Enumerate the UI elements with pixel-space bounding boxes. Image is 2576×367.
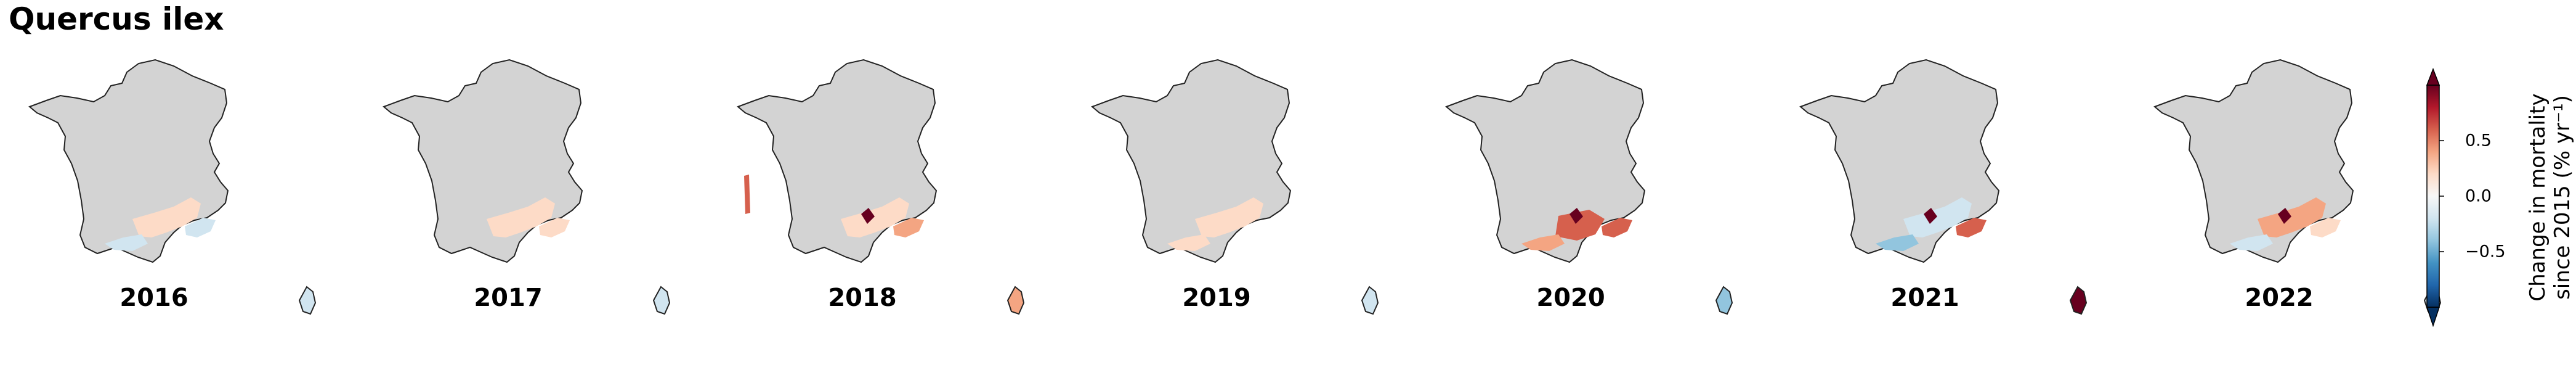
year-label-2018: 2018 — [828, 284, 897, 312]
map-panel-2019 — [1075, 59, 1383, 318]
france-map — [1091, 59, 1379, 315]
mortality-region — [1956, 218, 1987, 237]
map-panel-2017 — [367, 59, 674, 318]
mortality-region — [487, 197, 555, 237]
mortality-region — [861, 208, 875, 224]
mortality-region — [1195, 197, 1263, 237]
mortality-region — [1903, 197, 1972, 237]
mortality-region — [539, 218, 570, 237]
year-label-2017: 2017 — [474, 284, 543, 312]
year-label-2019: 2019 — [1182, 284, 1251, 312]
colorbar-bar — [2426, 67, 2444, 328]
mortality-region — [1602, 218, 1632, 237]
mortality-region — [893, 218, 924, 237]
france-map — [737, 59, 1025, 315]
mainland-france — [1091, 59, 1292, 263]
mortality-region — [2278, 208, 2291, 224]
mortality-region — [185, 218, 216, 237]
colorbar: 0.5 0.0 −0.5 — [2421, 67, 2576, 328]
mortality-region — [2310, 218, 2341, 237]
mortality-region — [105, 234, 148, 251]
year-label-2022: 2022 — [2245, 284, 2314, 312]
mortality-region — [841, 197, 909, 237]
corsica — [652, 286, 671, 315]
colorbar-label-line2: since 2015 (% yr⁻¹) — [2550, 95, 2575, 300]
map-panel-2021 — [1783, 59, 2091, 318]
mortality-region — [1569, 208, 1583, 224]
france-map — [1799, 59, 2088, 315]
colorbar-tick-label: 0.5 — [2465, 131, 2492, 151]
mortality-region — [2258, 197, 2326, 237]
mortality-region — [1555, 210, 1605, 241]
map-panel-2022 — [2137, 59, 2445, 318]
colorbar-label-line1: Change in mortality — [2525, 93, 2550, 302]
france-map — [1445, 59, 1733, 315]
corsica — [2069, 286, 2088, 315]
map-panel-2020 — [1429, 59, 1737, 318]
corsica — [1007, 286, 1025, 315]
mortality-region — [1167, 234, 1210, 251]
map-panel-2016 — [12, 59, 320, 318]
mortality-region — [1521, 234, 1565, 251]
colorbar-label: Change in mortality since 2015 (% yr⁻¹) — [2525, 37, 2575, 358]
mortality-region — [1876, 234, 1919, 251]
mortality-region — [744, 175, 750, 214]
map-panel-2018 — [721, 59, 1029, 318]
france-map — [2153, 59, 2442, 315]
colorbar-tick-label: −0.5 — [2465, 242, 2506, 262]
france-map — [383, 59, 671, 315]
corsica — [298, 286, 317, 315]
mainland-france — [1445, 59, 1646, 263]
corsica — [1715, 286, 1733, 315]
year-label-2021: 2021 — [1890, 284, 1959, 312]
year-label-2020: 2020 — [1536, 284, 1605, 312]
mortality-region — [1924, 208, 1937, 224]
france-map — [28, 59, 317, 315]
mortality-region — [132, 197, 201, 237]
figure-title: Quercus ilex — [9, 1, 224, 37]
mortality-region — [2230, 234, 2273, 251]
colorbar-tick-label: 0.0 — [2465, 186, 2492, 206]
corsica — [1361, 286, 1379, 315]
year-label-2016: 2016 — [119, 284, 188, 312]
